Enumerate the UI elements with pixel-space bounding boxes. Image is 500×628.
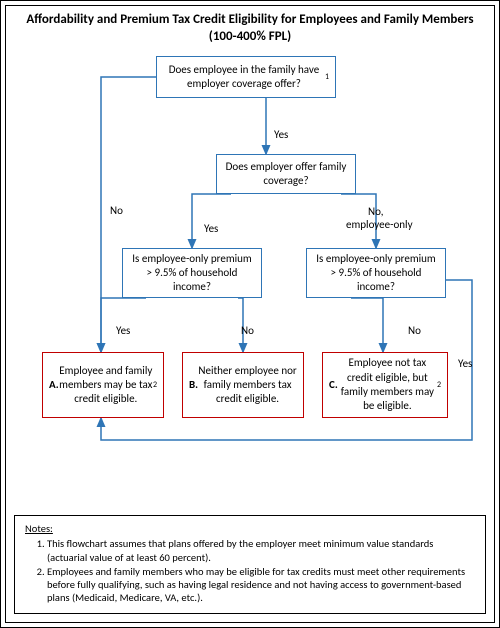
label-l_no1: No [110, 205, 123, 217]
label-l_no2b: employee-only [346, 219, 413, 231]
node-ra: A. Employee and family members may be ta… [42, 352, 164, 418]
node-q2: Does employer offer family coverage? [216, 154, 356, 194]
flowchart: Does employee in the family have employe… [6, 50, 494, 502]
outer-frame: Affordability and Premium Tax Credit Eli… [5, 5, 495, 623]
note-item: This flowchart assumes that plans offere… [47, 537, 475, 563]
notes-title: Notes: [25, 522, 475, 535]
label-l_yes3b: Yes [458, 358, 472, 370]
label-l_yes2: Yes [204, 223, 218, 235]
notes-box: Notes: This flowchart assumes that plans… [14, 515, 486, 614]
note-item: Employees and family members who may be … [47, 565, 475, 604]
edge-2 [192, 194, 231, 248]
edge-6 [351, 298, 383, 352]
title-line2: (100-400% FPL) [209, 29, 291, 44]
node-rc: C. Employee not tax credit eligible, but… [322, 352, 448, 418]
label-l_yes3a: Yes [116, 325, 130, 337]
label-l_no2a: No, [368, 206, 383, 218]
node-rb: B. Neither employee nor family members t… [182, 352, 304, 418]
title-line1: Affordability and Premium Tax Credit Eli… [26, 12, 473, 27]
node-q3a: Is employee-only premium > 9.5% of house… [122, 248, 262, 298]
node-q1: Does employee in the family have employe… [156, 56, 336, 98]
label-l_no3b: No [408, 325, 421, 337]
notes-list: This flowchart assumes that plans offere… [47, 537, 475, 604]
page-title: Affordability and Premium Tax Credit Eli… [6, 6, 494, 48]
label-l_no3a: No [241, 325, 254, 337]
label-l_yes1: Yes [274, 129, 288, 141]
node-q3b: Is employee-only premium > 9.5% of house… [306, 248, 446, 298]
